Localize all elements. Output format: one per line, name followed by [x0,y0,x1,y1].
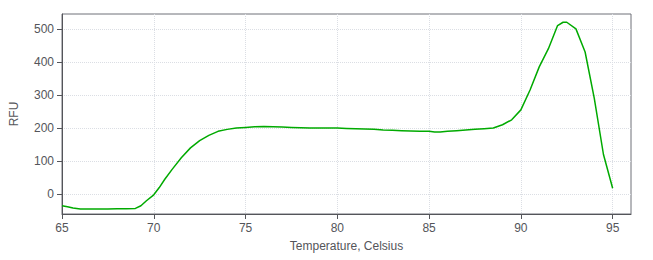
svg-text:200: 200 [34,121,54,135]
svg-text:65: 65 [55,221,69,235]
svg-text:95: 95 [606,221,620,235]
svg-text:80: 80 [331,221,345,235]
svg-text:75: 75 [239,221,253,235]
svg-text:85: 85 [422,221,436,235]
svg-text:0: 0 [47,187,54,201]
svg-text:70: 70 [147,221,161,235]
svg-text:300: 300 [34,88,54,102]
svg-text:90: 90 [514,221,528,235]
svg-text:100: 100 [34,154,54,168]
svg-text:Temperature, Celsius: Temperature, Celsius [290,239,403,253]
svg-text:RFU: RFU [7,102,21,127]
svg-text:400: 400 [34,55,54,69]
svg-text:500: 500 [34,22,54,36]
